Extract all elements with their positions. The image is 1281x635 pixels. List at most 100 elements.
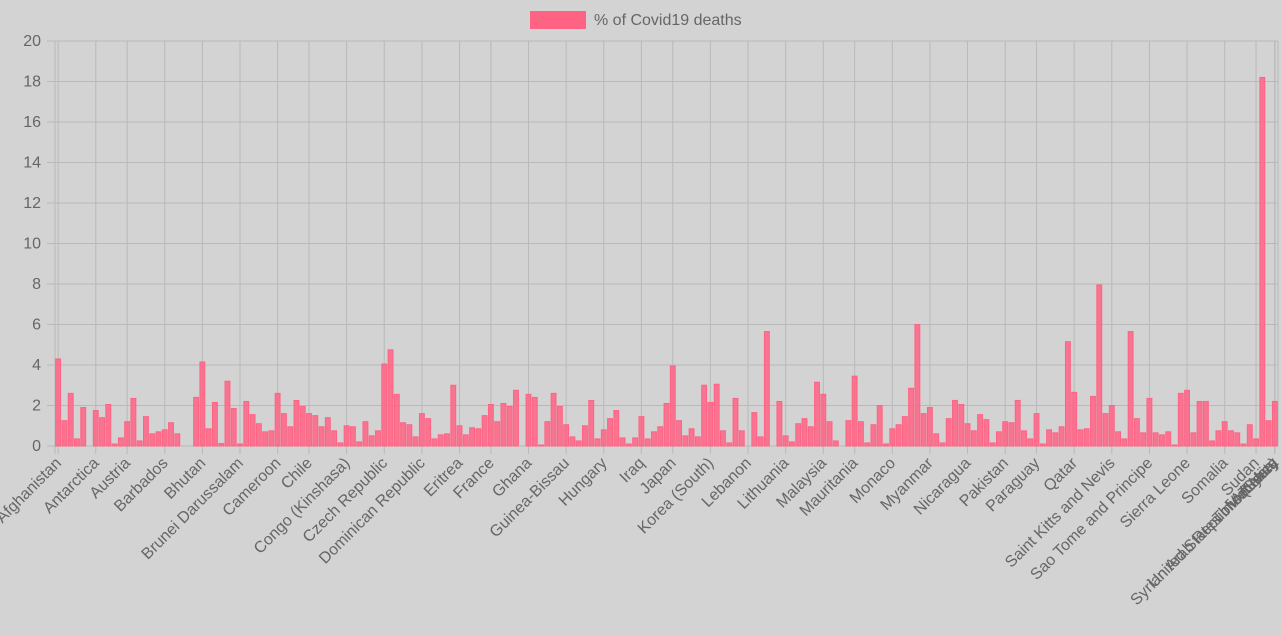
bar[interactable] <box>1096 284 1103 447</box>
bar[interactable] <box>807 426 814 447</box>
bar[interactable] <box>820 393 827 447</box>
bar[interactable] <box>456 425 463 447</box>
bar[interactable] <box>582 425 588 447</box>
bar[interactable] <box>901 416 908 447</box>
bar[interactable] <box>1039 443 1046 447</box>
bar[interactable] <box>1202 400 1209 447</box>
bar[interactable] <box>588 399 595 447</box>
bar[interactable] <box>92 410 99 447</box>
bar[interactable] <box>970 430 977 447</box>
bar[interactable] <box>1052 432 1059 447</box>
bar[interactable] <box>161 429 168 447</box>
bar[interactable] <box>406 424 413 447</box>
bar[interactable] <box>155 431 162 447</box>
bar[interactable] <box>1102 413 1109 447</box>
bar[interactable] <box>701 384 708 447</box>
bar[interactable] <box>1115 431 1122 447</box>
bar[interactable] <box>1196 400 1203 447</box>
bar[interactable] <box>1159 434 1165 447</box>
bar[interactable] <box>356 441 363 447</box>
bar[interactable] <box>1253 438 1259 447</box>
bar[interactable] <box>1246 424 1253 447</box>
bar[interactable] <box>249 414 256 447</box>
bar[interactable] <box>418 413 425 447</box>
bar[interactable] <box>506 406 513 447</box>
bar[interactable] <box>1184 389 1190 447</box>
bar[interactable] <box>857 421 864 447</box>
bar[interactable] <box>362 421 369 447</box>
bar[interactable] <box>387 349 394 447</box>
bar[interactable] <box>908 387 915 447</box>
bar[interactable] <box>1077 429 1084 447</box>
bar[interactable] <box>412 436 419 447</box>
bar[interactable] <box>469 427 476 447</box>
bar[interactable] <box>989 442 996 447</box>
bar[interactable] <box>826 421 833 447</box>
bar[interactable] <box>343 425 350 447</box>
bar[interactable] <box>1058 426 1065 447</box>
bar[interactable] <box>287 426 294 447</box>
bar[interactable] <box>676 420 682 447</box>
bar[interactable] <box>444 433 450 447</box>
bar[interactable] <box>788 441 795 447</box>
bar[interactable] <box>1240 443 1247 447</box>
bar[interactable] <box>174 433 181 447</box>
bar[interactable] <box>111 443 118 447</box>
bar[interactable] <box>845 420 852 447</box>
bar[interactable] <box>945 418 952 447</box>
bar[interactable] <box>143 416 149 447</box>
bar[interactable] <box>1033 413 1040 447</box>
bar[interactable] <box>682 435 689 447</box>
bar[interactable] <box>889 428 896 447</box>
bar[interactable] <box>324 417 331 447</box>
bar[interactable] <box>644 438 651 447</box>
bar[interactable] <box>870 424 877 447</box>
bar[interactable] <box>876 405 883 447</box>
bar[interactable] <box>218 443 225 447</box>
bar[interactable] <box>393 393 400 447</box>
bar[interactable] <box>776 400 783 447</box>
bar[interactable] <box>1234 432 1241 447</box>
bar[interactable] <box>1165 431 1172 447</box>
bar[interactable] <box>619 437 626 447</box>
bar[interactable] <box>1215 430 1222 447</box>
bar[interactable] <box>757 436 764 447</box>
bar[interactable] <box>638 416 645 447</box>
bar[interactable] <box>130 397 137 447</box>
bar[interactable] <box>67 392 74 447</box>
bar[interactable] <box>306 413 312 447</box>
bar[interactable] <box>883 443 889 447</box>
bar[interactable] <box>375 430 381 447</box>
bar[interactable] <box>80 407 87 447</box>
bar[interactable] <box>1021 430 1027 447</box>
bar[interactable] <box>55 358 62 447</box>
bar[interactable] <box>462 434 469 447</box>
bar[interactable] <box>669 365 676 447</box>
bar[interactable] <box>199 361 206 447</box>
bar[interactable] <box>632 437 639 447</box>
bar[interactable] <box>983 419 990 447</box>
bar[interactable] <box>625 443 632 447</box>
bar[interactable] <box>124 421 131 447</box>
bar[interactable] <box>450 384 457 447</box>
bar[interactable] <box>1002 421 1009 447</box>
bar[interactable] <box>494 421 501 447</box>
bar[interactable] <box>795 423 802 447</box>
bar[interactable] <box>613 410 620 447</box>
bar[interactable] <box>920 413 927 447</box>
bar[interactable] <box>851 375 858 447</box>
bar[interactable] <box>481 415 488 447</box>
bar[interactable] <box>205 428 212 447</box>
bar[interactable] <box>663 402 670 447</box>
bar[interactable] <box>569 436 576 447</box>
bar[interactable] <box>538 444 545 447</box>
bar[interactable] <box>607 418 613 447</box>
bar[interactable] <box>268 430 275 447</box>
bar[interactable] <box>738 430 745 447</box>
bar[interactable] <box>657 426 664 447</box>
bar[interactable] <box>243 400 250 447</box>
bar[interactable] <box>977 414 984 447</box>
bar[interactable] <box>1221 421 1228 447</box>
bar[interactable] <box>914 324 921 447</box>
bar[interactable] <box>299 406 306 447</box>
